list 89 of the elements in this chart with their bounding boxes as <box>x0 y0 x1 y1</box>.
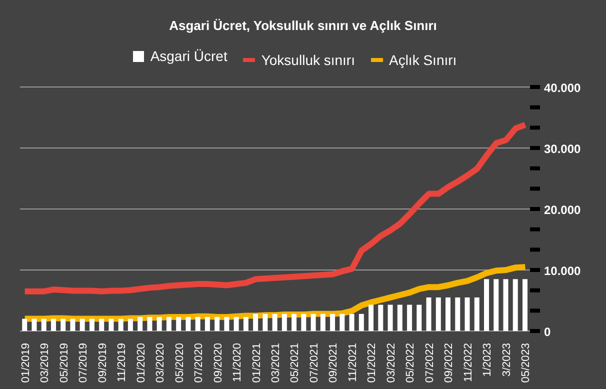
x-tick-label: 11/2019 <box>116 343 128 382</box>
bar <box>484 279 490 331</box>
x-tick-label: 11/2020 <box>232 343 244 382</box>
bar <box>89 318 94 331</box>
x-tick-label: 01/2022 <box>366 343 378 383</box>
bar <box>50 318 56 331</box>
y-tick-label: 10.000 <box>544 264 582 278</box>
legend-label: Yoksulluk sınırı <box>260 52 355 68</box>
bar <box>330 314 336 331</box>
x-tick-label: 01/2021 <box>250 343 263 383</box>
x-tick-label: 05/2019 <box>58 343 70 383</box>
chart-title: Asgari Ücret, Yoksulluk sınırı ve Açlık Sınırı <box>168 18 438 33</box>
bar <box>512 279 518 331</box>
y-tick-label: 0 <box>544 325 551 339</box>
x-tick-label: 11/2022 <box>462 343 474 382</box>
bar <box>349 314 354 331</box>
bar <box>292 314 297 331</box>
bar <box>464 297 470 331</box>
y-tick-label: 30.000 <box>544 142 582 156</box>
bar <box>60 318 66 331</box>
x-tick-label: 3/2023 <box>500 343 513 377</box>
bar <box>22 318 28 331</box>
bar <box>436 297 441 331</box>
x-tick-label: 05/2021 <box>289 343 302 383</box>
y-tick-label: 20.000 <box>544 203 582 217</box>
bar <box>301 314 306 331</box>
x-tick-label: 01/2019 <box>20 343 32 383</box>
bar <box>358 314 364 331</box>
bar <box>494 279 499 331</box>
bar <box>474 297 480 331</box>
bar <box>426 297 432 331</box>
x-tick-label: 03/2022 <box>385 343 398 383</box>
bar <box>340 314 345 331</box>
x-tick-label: 05/2022 <box>404 343 417 383</box>
bar <box>41 318 46 331</box>
bar <box>147 316 152 331</box>
bar <box>224 316 230 331</box>
bar <box>80 318 85 331</box>
bar <box>156 316 162 331</box>
bar <box>195 316 200 331</box>
bar <box>234 316 239 331</box>
bar <box>272 314 278 331</box>
x-tick-label: 03/2019 <box>39 343 52 383</box>
bar <box>407 304 412 331</box>
bar <box>186 316 191 331</box>
x-tick-label: 09/2020 <box>212 343 224 383</box>
bar <box>138 316 143 331</box>
bar <box>128 318 133 331</box>
bar <box>204 316 210 331</box>
x-tick-label: 01/2020 <box>135 343 148 383</box>
bar <box>214 316 220 331</box>
x-tick-label: 11/2021 <box>346 343 359 382</box>
bar <box>446 297 451 331</box>
bar <box>108 318 114 331</box>
x-tick-label: 05/2020 <box>174 343 186 383</box>
bar <box>118 318 124 331</box>
bar <box>397 304 402 331</box>
bar <box>262 314 268 331</box>
x-tick-label: 05/2023 <box>520 343 532 383</box>
x-tick-label: 07/2020 <box>193 343 206 383</box>
bar <box>378 304 384 331</box>
x-tick-label: 09/2019 <box>96 343 109 383</box>
x-tick-label: 07/2021 <box>308 343 320 383</box>
bar <box>310 314 316 331</box>
bar <box>368 304 374 331</box>
x-tick-label: 03/2020 <box>154 343 167 383</box>
x-tick-label: 07/2019 <box>78 343 90 383</box>
bar <box>282 314 287 331</box>
x-tick-label: 03/2021 <box>270 343 282 383</box>
x-tick-label: 09/2022 <box>443 343 456 383</box>
bar <box>243 316 248 331</box>
bar <box>522 279 528 331</box>
bar <box>176 316 182 331</box>
x-tick-label: 1/2023 <box>482 343 494 377</box>
x-tick-label: 07/2022 <box>424 343 436 383</box>
bar <box>253 314 258 331</box>
bar <box>70 318 76 331</box>
bar <box>99 318 104 331</box>
y-tick-label: 40.000 <box>544 81 582 95</box>
bar <box>32 318 37 331</box>
legend-label: Açlık Sınırı <box>388 52 457 68</box>
bar <box>320 314 326 331</box>
bar <box>166 316 172 331</box>
bar <box>388 304 393 331</box>
legend-label: Asgari Ücret <box>149 48 228 64</box>
x-tick-label: 09/2021 <box>328 343 340 383</box>
bar <box>503 279 508 331</box>
bar <box>416 304 422 331</box>
bar <box>455 297 460 331</box>
